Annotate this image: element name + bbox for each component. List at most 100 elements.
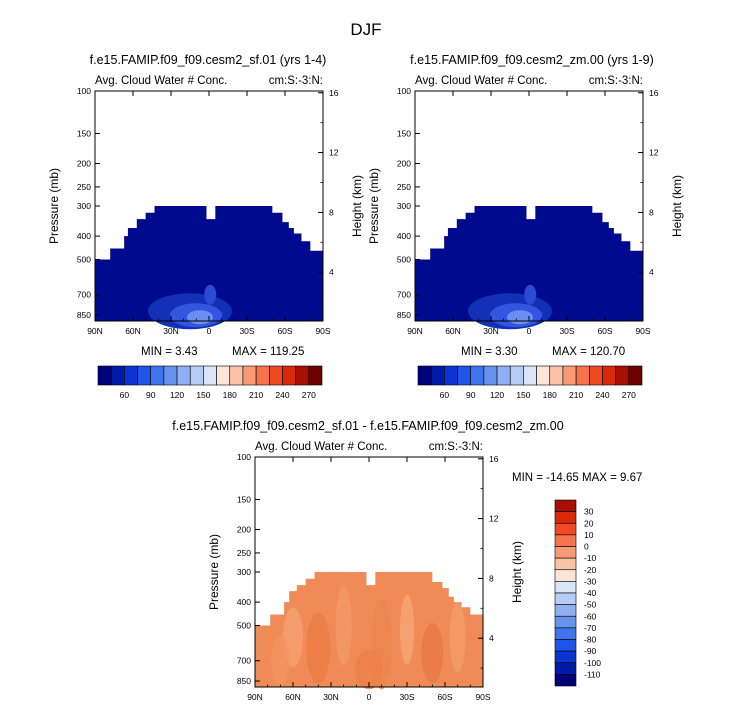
colorbar-label: -80 (584, 635, 597, 645)
colorbar-label: 270 (302, 390, 316, 400)
x-tick-label: 90N (407, 326, 423, 336)
units-label: cm:S:-3:N: (429, 441, 483, 453)
colorbar-swatch (554, 546, 577, 559)
y2-tick-label: 4 (649, 267, 654, 277)
y-tick-label: 850 (237, 676, 251, 686)
y-tick-label: 300 (77, 201, 91, 211)
x-tick-label: 90S (475, 692, 490, 702)
y-tick-label: 400 (397, 231, 411, 241)
colorbar-label: 90 (466, 390, 476, 400)
colorbar-swatch (509, 365, 524, 386)
colorbar-label: 150 (196, 390, 210, 400)
colorbar-swatch (554, 627, 577, 640)
colorbar-label: 240 (275, 390, 289, 400)
contour-blob (524, 284, 537, 305)
y2-tick-label: 8 (489, 573, 494, 583)
x-tick-label: 30S (239, 326, 254, 336)
colorbar-label: 210 (569, 390, 583, 400)
x-tick-label: 60N (125, 326, 141, 336)
colorbar-swatch (554, 534, 577, 547)
y-tick-label: 200 (397, 159, 411, 169)
contour-streak (449, 602, 466, 673)
colorbar-swatch (163, 365, 178, 386)
colorbar-swatch (554, 592, 577, 605)
panel-difference: f.e15.FAMIP.f09_f09.cesm2_sf.01 - f.e15.… (172, 419, 642, 702)
y-tick-label: 150 (77, 128, 91, 138)
y-tick-label: 500 (237, 620, 251, 630)
x-tick-label: 60N (285, 692, 301, 702)
y2-tick-label: 16 (329, 88, 339, 98)
colorbar-label: 180 (543, 390, 557, 400)
y2-tick-label: 4 (329, 267, 334, 277)
colorbar-swatch (417, 365, 432, 386)
x-tick-label: 60N (445, 326, 461, 336)
plot-area: 90N 60N 30N 0 30S 60S 90S 100 150 200 250 300 400 500… (397, 86, 659, 336)
colorbar-swatch (255, 365, 270, 386)
y-tick-label: 300 (237, 567, 251, 577)
y2-tick-label: 8 (329, 207, 334, 217)
plot-area: 90N 60N 30N 0 30S 60S 90S 100 150 200 250 300 400 500… (77, 86, 339, 336)
colorbar-label: 270 (622, 390, 636, 400)
colorbar-label: 120 (170, 390, 184, 400)
colorbar-label: 30 (584, 507, 594, 517)
x-tick-label: 90N (247, 692, 263, 702)
y-axis-label: Pressure (mb) (367, 168, 381, 244)
units-label: cm:S:-3:N: (269, 75, 323, 87)
colorbar-sf01: 60 90 120 150 180 210 240 270 (97, 365, 323, 400)
colorbar-swatch (137, 365, 152, 386)
colorbar-label: 210 (249, 390, 263, 400)
y-tick-label: 400 (237, 597, 251, 607)
colorbar-swatch (496, 365, 511, 386)
colorbar-label: 120 (490, 390, 504, 400)
x-tick-label: 30S (399, 692, 414, 702)
colorbar-zm00: 60 90 120 150 180 210 240 270 (417, 365, 643, 400)
colorbar-swatch (549, 365, 564, 386)
colorbar-swatch (203, 365, 217, 386)
x-tick-label: 30N (163, 326, 179, 336)
colorbar-label: -100 (584, 658, 601, 668)
colorbar-swatch (268, 365, 283, 386)
variable-label: Avg. Cloud Water # Conc. (255, 441, 387, 453)
contour-streak (421, 622, 444, 683)
y-tick-label: 200 (77, 159, 91, 169)
figure-title: DJF (350, 20, 381, 39)
colorbar-swatch (562, 365, 577, 386)
y2-tick-label: 16 (489, 454, 499, 464)
plot-area: 90N 60N 30N 0 30S 60S 90S 100 150 200 250 300 400 500… (237, 452, 499, 702)
colorbar-swatch (470, 365, 485, 386)
y-tick-label: 200 (237, 525, 251, 535)
colorbar-label: 240 (595, 390, 609, 400)
colorbar-swatch (97, 365, 112, 386)
colorbar-swatch (554, 569, 577, 582)
colorbar-swatch (554, 674, 577, 687)
colorbar-swatch (242, 365, 257, 386)
panel-title: f.e15.FAMIP.f09_f09.cesm2_sf.01 - f.e15.… (172, 419, 563, 433)
y-tick-label: 500 (77, 254, 91, 264)
x-tick-label: 30S (559, 326, 574, 336)
panel-title: f.e15.FAMIP.f09_f09.cesm2_sf.01 (yrs 1-4… (90, 53, 327, 67)
colorbar-label: -20 (584, 565, 597, 575)
colorbar-label: 10 (584, 530, 594, 540)
x-tick-label: 0 (207, 326, 212, 336)
colorbar-swatch (554, 662, 577, 675)
y-axis-label: Pressure (mb) (47, 168, 61, 244)
y2-axis-label: Height (km) (350, 175, 364, 237)
y2-tick-label: 8 (649, 207, 654, 217)
colorbar-swatch (554, 581, 577, 594)
colorbar-swatch (554, 615, 577, 629)
colorbar-swatch (124, 365, 138, 386)
contour-streak (306, 612, 331, 683)
colorbar-swatch (523, 365, 537, 386)
y-tick-label: 500 (397, 254, 411, 264)
colorbar-label: -10 (584, 553, 597, 563)
y-tick-label: 250 (237, 548, 251, 558)
min-label: MIN = 3.43 (141, 346, 198, 358)
y-tick-label: 150 (397, 128, 411, 138)
panel-zm00: f.e15.FAMIP.f09_f09.cesm2_zm.00 (yrs 1-9… (367, 53, 684, 358)
colorbar-swatch (229, 365, 244, 386)
max-label: MAX = 119.25 (232, 346, 304, 358)
colorbar-swatch (536, 365, 551, 386)
variable-label: Avg. Cloud Water # Conc. (95, 75, 227, 87)
panel-sf01: f.e15.FAMIP.f09_f09.cesm2_sf.01 (yrs 1-4… (47, 53, 364, 358)
